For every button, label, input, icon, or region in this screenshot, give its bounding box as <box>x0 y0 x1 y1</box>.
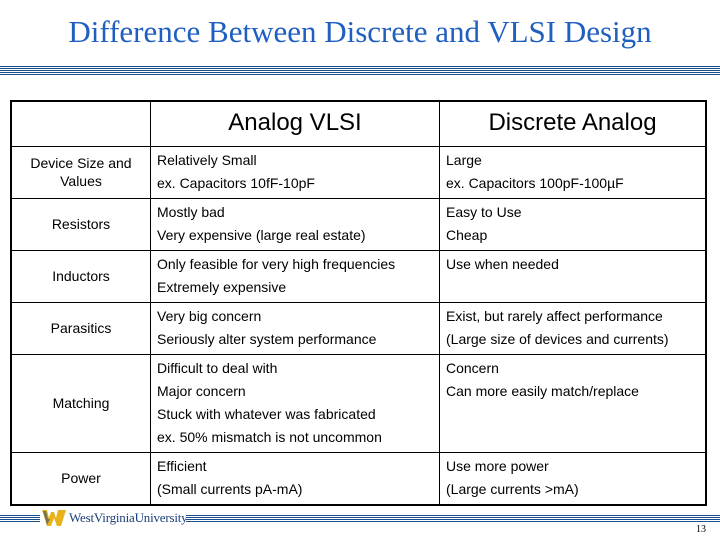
cell-line: Difficult to deal with <box>157 360 278 376</box>
cell-line: ex. Capacitors 10fF-10pF <box>157 175 315 191</box>
row-label: Power <box>10 452 151 506</box>
logo-wordmark: WestVirginiaUniversity. <box>69 510 190 525</box>
table-header-row: Analog VLSI Discrete Analog <box>10 100 707 147</box>
discrete-cell: Large ex. Capacitors 100pF-100µF <box>439 146 707 199</box>
cell-line: Easy to Use <box>446 204 522 220</box>
cell-line: Efficient <box>157 458 207 474</box>
discrete-cell: Use more power (Large currents >mA) <box>439 452 707 506</box>
cell-line: Major concern <box>157 383 246 399</box>
row-label: Device Size and Values <box>10 146 151 199</box>
cell-line: Mostly bad <box>157 204 225 220</box>
discrete-cell: Concern Can more easily match/replace <box>439 354 707 453</box>
university-logo: WestVirginiaUniversity. <box>42 507 190 529</box>
cell-line: Exist, but rarely affect performance <box>446 308 663 324</box>
vlsi-cell: Only feasible for very high frequencies … <box>150 250 440 303</box>
cell-line: Use when needed <box>446 256 559 272</box>
table-row: Parasitics Very big concern Seriously al… <box>10 302 707 355</box>
footer-divider-left <box>0 515 40 522</box>
vlsi-cell: Relatively Small ex. Capacitors 10fF-10p… <box>150 146 440 199</box>
cell-line: Very expensive (large real estate) <box>157 227 366 243</box>
cell-line: Relatively Small <box>157 152 257 168</box>
cell-line: Can more easily match/replace <box>446 383 639 399</box>
row-label: Resistors <box>10 198 151 251</box>
header-cell-analog-vlsi: Analog VLSI <box>150 100 440 147</box>
vlsi-cell: Difficult to deal with Major concern Stu… <box>150 354 440 453</box>
table-row: Matching Difficult to deal with Major co… <box>10 354 707 453</box>
vlsi-cell: Efficient (Small currents pA-mA) <box>150 452 440 506</box>
discrete-cell: Exist, but rarely affect performance (La… <box>439 302 707 355</box>
table-row: Resistors Mostly bad Very expensive (lar… <box>10 198 707 251</box>
vlsi-cell: Mostly bad Very expensive (large real es… <box>150 198 440 251</box>
cell-line: Very big concern <box>157 308 262 324</box>
cell-line: Cheap <box>446 227 488 243</box>
slide-title: Difference Between Discrete and VLSI Des… <box>68 14 652 49</box>
header-cell-discrete-analog: Discrete Analog <box>439 100 707 147</box>
discrete-cell: Easy to Use Cheap <box>439 198 707 251</box>
cell-line: Concern <box>446 360 499 376</box>
cell-line: (Small currents pA-mA) <box>157 481 303 497</box>
header-cell-empty <box>10 100 151 147</box>
cell-line: ex. Capacitors 100pF-100µF <box>446 175 624 191</box>
cell-line: Extremely expensive <box>157 279 287 295</box>
row-label: Matching <box>10 354 151 453</box>
header-divider <box>0 66 720 75</box>
cell-line: Seriously alter system performance <box>157 331 377 347</box>
cell-line: (Large currents >mA) <box>446 481 579 497</box>
comparison-table: Analog VLSI Discrete Analog Device Size … <box>10 100 707 506</box>
table-row: Device Size and Values Relatively Small … <box>10 146 707 199</box>
table-row: Inductors Only feasible for very high fr… <box>10 250 707 303</box>
cell-line: ex. 50% mismatch is not uncommon <box>157 429 382 445</box>
page-number: 13 <box>696 524 706 535</box>
vlsi-cell: Very big concern Seriously alter system … <box>150 302 440 355</box>
wv-logo-icon <box>42 510 66 526</box>
discrete-cell: Use when needed <box>439 250 707 303</box>
cell-line: (Large size of devices and currents) <box>446 331 669 347</box>
cell-line: Large <box>446 152 482 168</box>
row-label: Inductors <box>10 250 151 303</box>
cell-line: Only feasible for very high frequencies <box>157 256 396 272</box>
cell-line: Stuck with whatever was fabricated <box>157 406 376 422</box>
cell-line: Use more power <box>446 458 549 474</box>
table-row: Power Efficient (Small currents pA-mA) U… <box>10 452 707 506</box>
row-label: Parasitics <box>10 302 151 355</box>
footer-divider <box>186 515 720 522</box>
